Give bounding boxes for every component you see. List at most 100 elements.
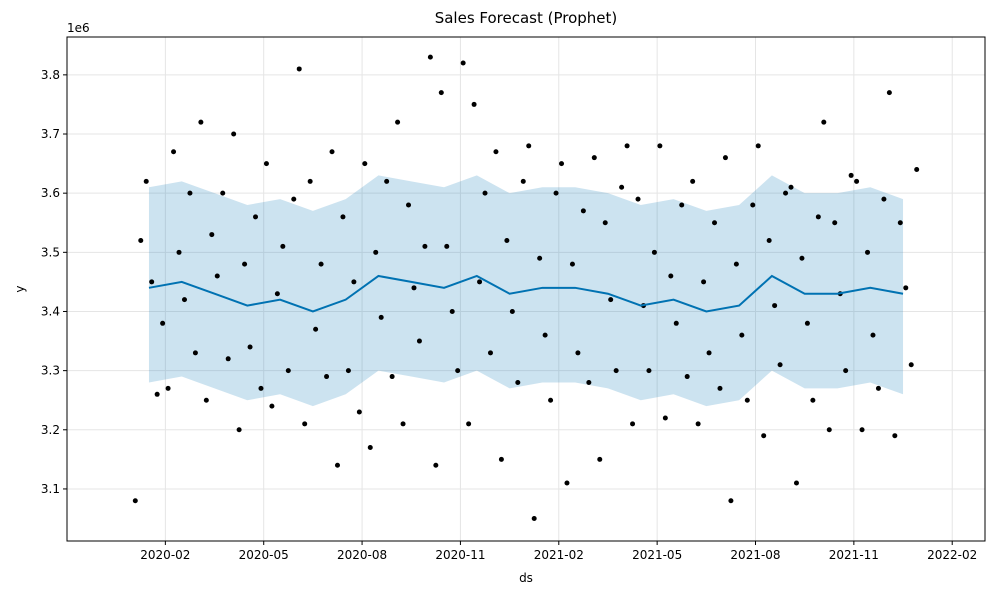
observed-point [662,415,668,421]
observed-point [722,155,728,161]
observed-point [679,202,685,208]
observed-point [384,178,390,184]
x-tick-label: 2021-08 [730,548,780,562]
observed-point [406,202,412,208]
x-tick-label: 2020-05 [239,548,289,562]
observed-point [602,220,608,226]
observed-point [843,368,849,374]
observed-point [378,314,384,320]
observed-point [788,184,794,190]
observed-point [225,356,231,362]
observed-point [684,374,690,380]
observed-point [744,397,750,403]
y-tick-label: 3.5 [41,245,60,259]
observed-point [613,368,619,374]
observed-point [701,279,707,285]
observed-point [651,249,657,255]
observed-point [291,196,297,202]
observed-point [515,379,521,385]
observed-point [908,362,914,368]
observed-point [285,368,291,374]
observed-point [826,427,832,433]
observed-point [624,143,630,149]
observed-point [772,303,778,309]
x-axis-label: ds [519,571,533,585]
observed-point [712,220,718,226]
observed-point [493,149,499,155]
observed-point [673,320,679,326]
observed-point [854,178,860,184]
observed-point [504,237,510,243]
observed-point [318,261,324,267]
plot-frame [66,36,986,542]
y-tick-label: 3.6 [41,186,60,200]
observed-point [793,480,799,486]
observed-point [149,279,155,285]
observed-point [242,261,248,267]
observed-point [914,167,920,173]
observed-point [263,161,269,167]
observed-point [345,368,351,374]
observed-point [176,249,182,255]
observed-point [138,237,144,243]
y-offset-label: 1e6 [67,21,90,35]
observed-point [274,291,280,297]
observed-point [815,214,821,220]
observed-point [187,190,193,196]
observed-point [804,320,810,326]
observed-point [542,332,548,338]
observed-point [597,456,603,462]
observed-point [783,190,789,196]
observed-point [258,385,264,391]
observed-point [580,208,586,214]
x-tick-label: 2020-11 [435,548,485,562]
observed-point [220,190,226,196]
observed-point [903,285,909,291]
observed-point [608,297,614,303]
observed-point [810,397,816,403]
observed-point [733,261,739,267]
observed-point [171,149,177,155]
observed-point [766,237,772,243]
observed-point [280,243,286,249]
observed-point [537,255,543,261]
observed-point [559,161,565,167]
observed-point [160,320,166,326]
observed-point [302,421,308,427]
observed-point [865,249,871,255]
observed-point [509,308,515,314]
observed-point [433,462,439,468]
observed-point [340,214,346,220]
observed-point [296,66,302,72]
x-tick-label: 2021-05 [632,548,682,562]
observed-point [619,184,625,190]
observed-point [690,178,696,184]
observed-point [897,220,903,226]
observed-point [739,332,745,338]
observed-point [630,421,636,427]
observed-point [236,427,242,433]
observed-point [668,273,674,279]
observed-point [875,385,881,391]
y-tick-label: 3.4 [41,304,60,318]
observed-point [198,119,204,125]
observed-point [777,362,783,368]
observed-point [755,143,761,149]
observed-point [449,308,455,314]
observed-point [253,214,259,220]
observed-point [367,445,373,451]
observed-point [564,480,570,486]
observed-point [416,338,422,344]
observed-point [886,90,892,96]
x-tick-label: 2021-11 [829,548,879,562]
observed-point [214,273,220,279]
x-tick-label: 2021-02 [534,548,584,562]
x-tick-label: 2020-02 [140,548,190,562]
observed-point [717,385,723,391]
observed-point [203,397,209,403]
observed-point [591,155,597,161]
observed-point [143,178,149,184]
observed-point [881,196,887,202]
observed-point [477,279,483,285]
